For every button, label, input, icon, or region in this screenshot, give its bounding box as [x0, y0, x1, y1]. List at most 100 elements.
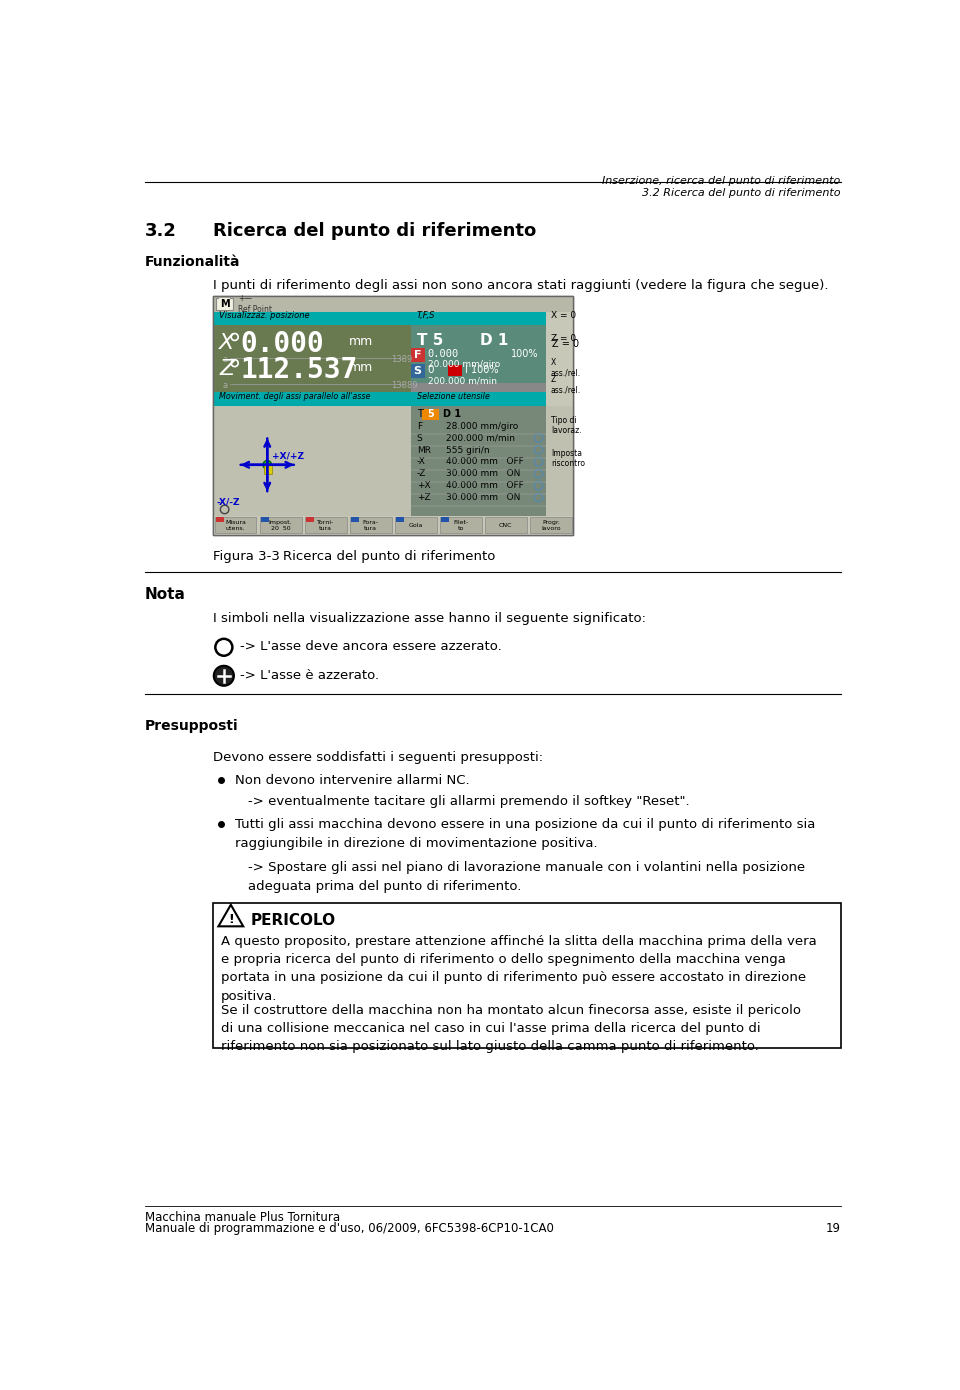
FancyBboxPatch shape [411, 406, 546, 516]
FancyBboxPatch shape [216, 297, 233, 310]
Text: 30.000 mm   ON: 30.000 mm ON [445, 493, 520, 502]
Text: raggiungibile in direzione di movimentazione positiva.: raggiungibile in direzione di movimentaz… [234, 837, 597, 851]
Text: 13889: 13889 [392, 381, 418, 389]
Circle shape [263, 460, 272, 468]
FancyBboxPatch shape [213, 296, 573, 311]
Text: -> L'asse deve ancora essere azzerato.: -> L'asse deve ancora essere azzerato. [240, 641, 502, 653]
Text: MR: MR [417, 446, 431, 455]
Text: 200.000 m/min: 200.000 m/min [427, 377, 496, 385]
Text: !: ! [228, 913, 233, 926]
FancyBboxPatch shape [213, 311, 411, 325]
FancyBboxPatch shape [546, 311, 573, 392]
Text: T 5: T 5 [417, 334, 444, 348]
Text: 0: 0 [427, 366, 434, 375]
FancyBboxPatch shape [396, 517, 404, 521]
Text: a: a [223, 381, 228, 389]
FancyBboxPatch shape [442, 517, 449, 521]
Text: +Z: +Z [417, 493, 430, 502]
Text: +X/+Z: +X/+Z [272, 452, 304, 461]
Text: Z = 0: Z = 0 [551, 334, 576, 343]
FancyBboxPatch shape [349, 517, 392, 534]
Text: S: S [417, 434, 422, 442]
Text: Selezione utensile: Selezione utensile [417, 392, 490, 400]
FancyBboxPatch shape [213, 392, 573, 516]
Text: 200.000 m/min: 200.000 m/min [445, 434, 515, 442]
FancyBboxPatch shape [216, 517, 224, 521]
Text: +X: +X [417, 481, 430, 491]
Text: Moviment. degli assi parallelo all'asse: Moviment. degli assi parallelo all'asse [219, 392, 371, 400]
FancyBboxPatch shape [485, 517, 527, 534]
Text: Imposta
riscontro: Imposta riscontro [551, 449, 585, 468]
FancyBboxPatch shape [447, 366, 462, 377]
Circle shape [214, 666, 234, 685]
Text: riferimento non sia posizionato sul lato giusto della camma punto di riferimento: riferimento non sia posizionato sul lato… [221, 1040, 758, 1054]
Text: Z = 0: Z = 0 [552, 339, 580, 349]
Text: PERICOLO: PERICOLO [251, 913, 335, 929]
Text: F: F [414, 350, 421, 360]
Text: F: F [417, 421, 422, 431]
FancyBboxPatch shape [411, 348, 424, 361]
Text: Ricerca del punto di riferimento: Ricerca del punto di riferimento [283, 550, 495, 563]
FancyBboxPatch shape [261, 517, 269, 521]
Text: 0.000: 0.000 [240, 329, 324, 359]
Text: Non devono intervenire allarmi NC.: Non devono intervenire allarmi NC. [234, 774, 469, 787]
Text: mm: mm [348, 361, 372, 374]
Text: 5: 5 [427, 409, 434, 420]
Text: T: T [417, 409, 422, 420]
Text: I punti di riferimento degli assi non sono ancora stati raggiunti (vedere la fig: I punti di riferimento degli assi non so… [213, 279, 828, 292]
Text: di una collisione meccanica nel caso in cui l'asse prima della ricerca del punto: di una collisione meccanica nel caso in … [221, 1022, 760, 1036]
Text: Presupposti: Presupposti [145, 719, 238, 733]
Text: M: M [220, 299, 229, 309]
Text: -> L'asse è azzerato.: -> L'asse è azzerato. [240, 669, 379, 682]
Text: Torni-
tura: Torni- tura [317, 520, 334, 531]
Text: 19: 19 [826, 1222, 841, 1234]
Text: Visualizzaz. posizione: Visualizzaz. posizione [219, 311, 310, 320]
FancyBboxPatch shape [440, 517, 482, 534]
Text: Tipo di
lavoraz.: Tipo di lavoraz. [551, 416, 582, 435]
Text: X: X [219, 334, 234, 353]
FancyBboxPatch shape [395, 517, 437, 534]
Text: Z
ass./rel.: Z ass./rel. [551, 375, 581, 395]
FancyBboxPatch shape [259, 517, 301, 534]
Text: D 1: D 1 [444, 409, 462, 420]
Text: 555 giri/n: 555 giri/n [445, 446, 490, 455]
FancyBboxPatch shape [411, 364, 424, 378]
Text: 40.000 mm   OFF: 40.000 mm OFF [445, 457, 523, 467]
Text: I 100%: I 100% [465, 366, 498, 375]
FancyBboxPatch shape [213, 392, 411, 406]
Text: 0.000: 0.000 [427, 349, 459, 359]
FancyBboxPatch shape [304, 517, 347, 534]
FancyBboxPatch shape [214, 517, 256, 534]
Text: A questo proposito, prestare attenzione affinché la slitta della macchina prima : A questo proposito, prestare attenzione … [221, 935, 817, 948]
Text: T,F,S: T,F,S [417, 311, 435, 320]
Text: Filet-
to: Filet- to [453, 520, 468, 531]
Text: 40.000 mm   OFF: 40.000 mm OFF [445, 481, 523, 491]
FancyBboxPatch shape [411, 384, 546, 392]
FancyBboxPatch shape [546, 392, 573, 406]
Text: -Z: -Z [417, 470, 426, 478]
FancyBboxPatch shape [351, 517, 359, 521]
Text: Nota: Nota [145, 587, 185, 602]
Text: 20.000 mm/giro: 20.000 mm/giro [427, 360, 500, 370]
Text: Progr.
lavoro: Progr. lavoro [541, 520, 561, 531]
FancyBboxPatch shape [213, 296, 573, 535]
Text: Ricerca del punto di riferimento: Ricerca del punto di riferimento [213, 222, 537, 240]
Text: Z: Z [219, 359, 234, 379]
FancyBboxPatch shape [213, 516, 573, 535]
Text: -X: -X [417, 457, 425, 467]
FancyBboxPatch shape [530, 517, 572, 534]
Text: Figura 3-3: Figura 3-3 [213, 550, 280, 563]
Text: Fora-
tura: Fora- tura [363, 520, 378, 531]
Text: X
ass./rel.: X ass./rel. [551, 357, 581, 377]
Text: mm: mm [348, 335, 372, 348]
Text: Impost.
20  50: Impost. 20 50 [269, 520, 293, 531]
Text: 3.2 Ricerca del punto di riferimento: 3.2 Ricerca del punto di riferimento [642, 189, 841, 199]
FancyBboxPatch shape [306, 517, 314, 521]
Text: Misura
utens.: Misura utens. [225, 520, 246, 531]
Text: +—
Ref Point: +— Ref Point [238, 295, 272, 314]
Text: Macchina manuale Plus Tornitura: Macchina manuale Plus Tornitura [145, 1211, 340, 1225]
FancyBboxPatch shape [213, 311, 411, 392]
Text: adeguata prima del punto di riferimento.: adeguata prima del punto di riferimento. [248, 880, 521, 892]
Text: Devono essere soddisfatti i seguenti presupposti:: Devono essere soddisfatti i seguenti pre… [213, 751, 543, 764]
FancyBboxPatch shape [546, 406, 573, 516]
